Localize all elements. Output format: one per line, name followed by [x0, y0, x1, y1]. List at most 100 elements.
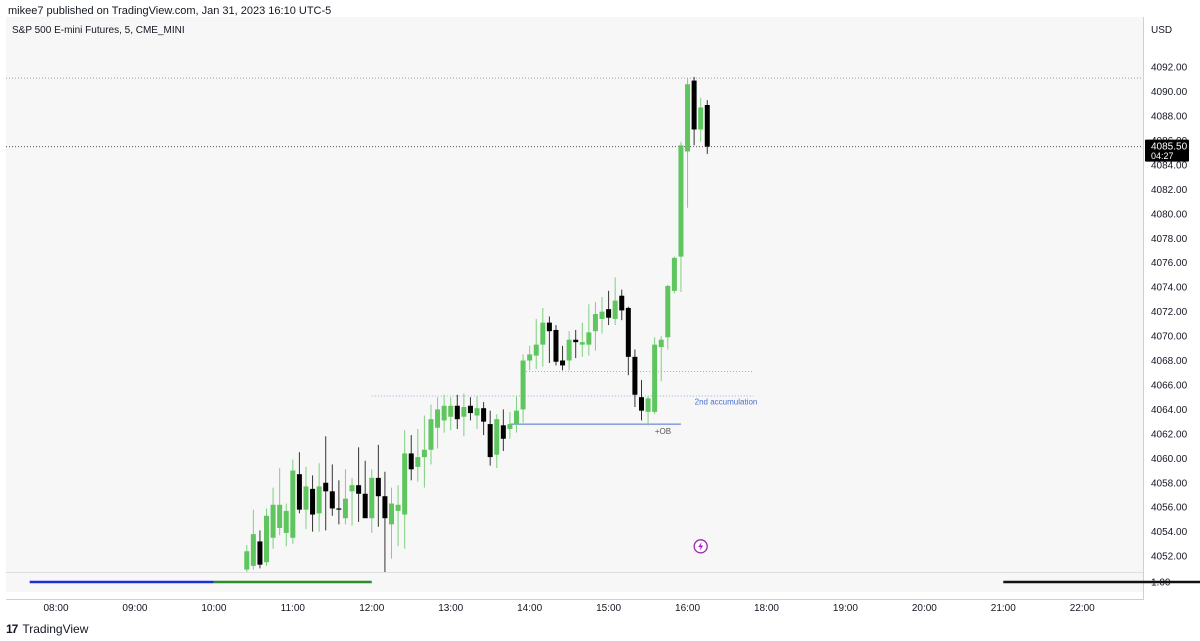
y-tick-label: 4054.00	[1151, 527, 1188, 538]
attribution-text: mikee7 published on TradingView.com, Jan…	[8, 5, 332, 17]
candle-body	[316, 486, 322, 514]
x-tick-label: 13:00	[438, 603, 463, 614]
candle-body	[592, 314, 598, 332]
candle-body	[356, 485, 362, 494]
candle-body	[553, 329, 559, 362]
candle-body	[435, 409, 441, 428]
y-tick-label: 4078.00	[1151, 234, 1188, 245]
y-tick-label: 4090.00	[1151, 87, 1188, 98]
candle-body	[507, 424, 513, 429]
y-tick-label: 4056.00	[1151, 503, 1188, 514]
tradingview-brand: TradingView	[22, 622, 89, 636]
currency-label: USD	[1151, 25, 1172, 36]
candle-body	[257, 541, 263, 565]
candle-body	[277, 504, 283, 528]
candle-body	[467, 405, 473, 414]
x-tick-label: 09:00	[122, 603, 147, 614]
candle-body	[342, 498, 348, 519]
symbol-title: S&P 500 E-mini Futures, 5, CME_MINI	[12, 25, 185, 36]
candle-body	[652, 344, 658, 412]
candle-body	[270, 504, 276, 538]
candle-body	[691, 80, 697, 130]
y-tick-label: 4072.00	[1151, 307, 1188, 318]
candle-body	[408, 453, 414, 470]
candle-body	[290, 470, 296, 538]
x-tick-label: 08:00	[43, 603, 68, 614]
candle-body	[481, 408, 487, 422]
y-tick-label: 4082.00	[1151, 185, 1188, 196]
x-tick-label: 15:00	[596, 603, 621, 614]
y-tick-label: 4068.00	[1151, 356, 1188, 367]
y-tick-label: 4088.00	[1151, 112, 1188, 123]
candle-body	[573, 339, 579, 343]
candle-body	[658, 339, 664, 348]
candle-body	[474, 408, 480, 416]
y-tick-label: 4064.00	[1151, 405, 1188, 416]
y-tick-label: 4084.00	[1151, 160, 1188, 171]
x-tick-label: 18:00	[754, 603, 779, 614]
candle-body	[441, 405, 447, 421]
y-tick-label: 4092.00	[1151, 63, 1188, 74]
candle-body	[329, 491, 335, 509]
candle-body	[461, 406, 467, 417]
candle-body	[638, 397, 644, 411]
x-tick-label: 12:00	[359, 603, 384, 614]
candle-body	[421, 449, 427, 458]
candle-body	[303, 486, 309, 510]
candle-body	[527, 354, 533, 361]
tradingview-mark-icon: 17	[6, 622, 18, 636]
x-tick-label: 14:00	[517, 603, 542, 614]
price-pane[interactable]	[6, 17, 1143, 572]
bar-countdown: 04:27	[1151, 151, 1174, 161]
candle-body	[619, 295, 625, 311]
y-tick-label: 4060.00	[1151, 454, 1188, 465]
last-price-value: 4085.50	[1151, 142, 1188, 153]
candle-body	[382, 496, 388, 519]
candle-body	[671, 257, 677, 291]
ob-label: +OB	[655, 427, 671, 436]
candle-body	[349, 485, 355, 492]
candle-body	[632, 356, 638, 395]
candle-body	[448, 405, 454, 417]
indicator-pane[interactable]	[6, 573, 1143, 592]
candle-body	[487, 424, 493, 458]
candle-body	[389, 503, 395, 525]
y-tick-label: 4076.00	[1151, 258, 1188, 269]
x-tick-label: 20:00	[912, 603, 937, 614]
candle-body	[678, 145, 684, 257]
candle-body	[336, 508, 342, 510]
candle-body	[283, 510, 289, 533]
candle-body	[415, 457, 421, 467]
y-tick-label: 4080.00	[1151, 209, 1188, 220]
candle-body	[685, 84, 691, 152]
candle-body	[323, 482, 329, 492]
candle-body	[362, 493, 368, 519]
y-tick-label: 4074.00	[1151, 283, 1188, 294]
y-tick-label: 4070.00	[1151, 332, 1188, 343]
candle-body	[395, 504, 401, 511]
candle-body	[264, 515, 270, 563]
candle-body	[698, 107, 704, 130]
candle-body	[369, 477, 375, 519]
candle-body	[599, 311, 605, 319]
x-tick-label: 11:00	[281, 603, 306, 614]
candle-body	[533, 344, 539, 356]
tradingview-logo[interactable]: 17 TradingView	[6, 622, 88, 636]
candle-body	[540, 322, 546, 345]
last-price-tag	[1145, 139, 1189, 162]
candle-body	[625, 307, 631, 357]
candle-body	[560, 360, 566, 366]
candle-body	[250, 534, 256, 566]
x-tick-label: 21:00	[991, 603, 1016, 614]
y-tick-label: 4058.00	[1151, 478, 1188, 489]
x-tick-label: 10:00	[201, 603, 226, 614]
y-tick-label: 4062.00	[1151, 429, 1188, 440]
indicator-value-label: 1.00	[1151, 578, 1171, 589]
candle-body	[500, 425, 506, 439]
candle-body	[606, 309, 612, 318]
candle-body	[454, 405, 460, 420]
candle-body	[665, 285, 671, 338]
candle-body	[513, 410, 519, 425]
candle-body	[375, 477, 381, 497]
